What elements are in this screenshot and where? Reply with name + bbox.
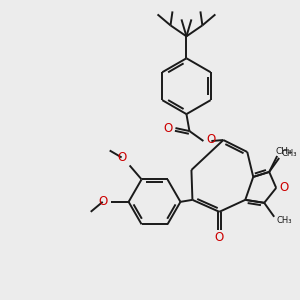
Text: O: O — [117, 151, 126, 164]
Text: CH₃: CH₃ — [276, 216, 292, 225]
Text: CH₃: CH₃ — [276, 148, 292, 157]
Text: O: O — [280, 182, 289, 194]
Text: O: O — [215, 231, 224, 244]
Text: O: O — [207, 133, 216, 146]
Text: O: O — [164, 122, 173, 135]
Text: O: O — [98, 195, 107, 208]
Text: CH₃: CH₃ — [281, 149, 297, 158]
